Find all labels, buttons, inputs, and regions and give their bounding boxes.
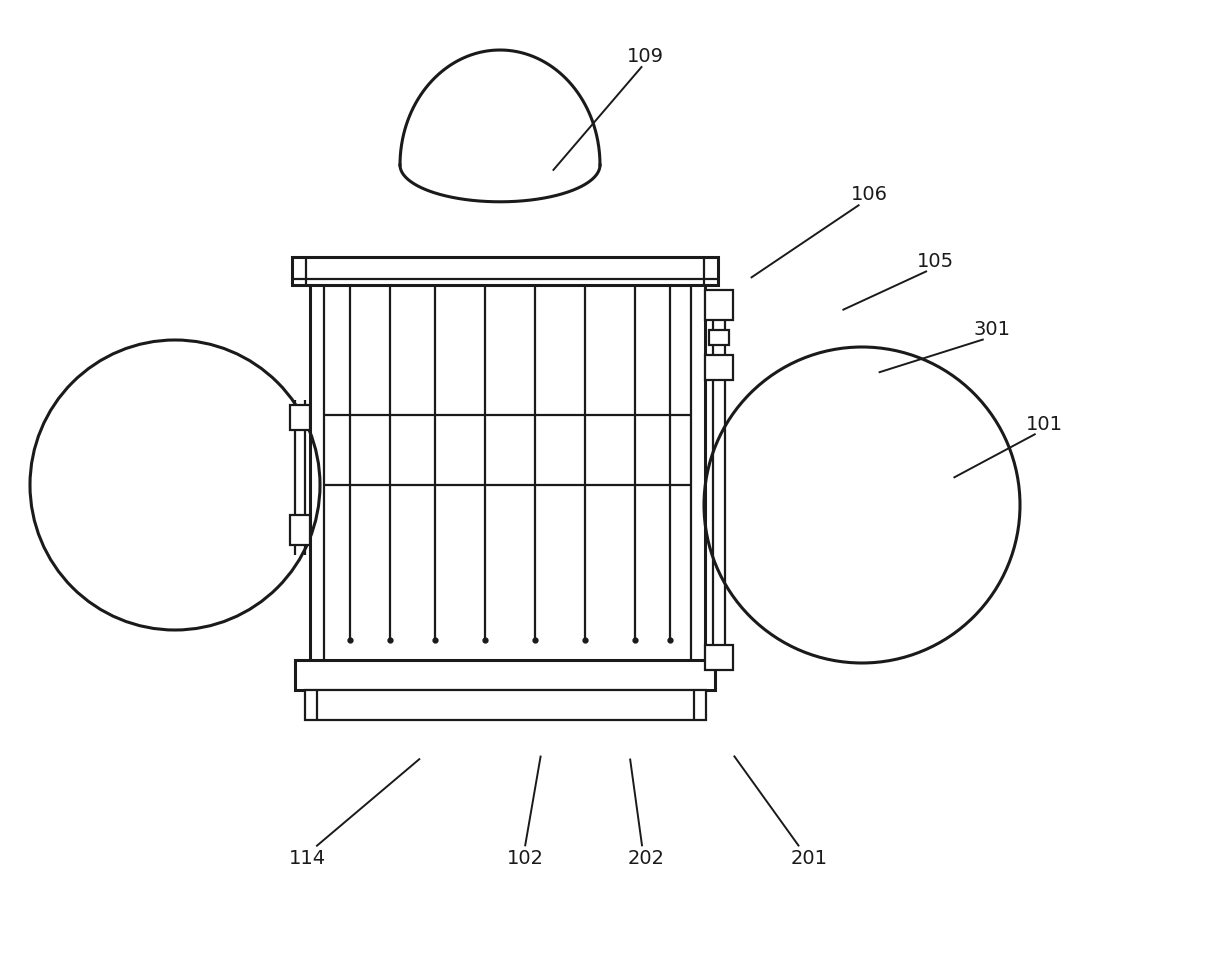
Bar <box>705 645 733 670</box>
Text: 105: 105 <box>917 252 954 271</box>
Text: 202: 202 <box>628 848 664 868</box>
Text: 106: 106 <box>851 185 887 205</box>
Bar <box>705 290 733 320</box>
Bar <box>295 660 715 690</box>
Bar <box>709 330 729 345</box>
Bar <box>290 515 310 545</box>
Bar <box>292 257 718 285</box>
Text: 101: 101 <box>1026 414 1062 434</box>
Text: 102: 102 <box>507 848 543 868</box>
Bar <box>290 405 310 430</box>
Text: 301: 301 <box>974 320 1010 339</box>
Text: 201: 201 <box>791 848 827 868</box>
Bar <box>705 355 733 380</box>
Circle shape <box>30 340 320 630</box>
Text: 109: 109 <box>628 47 664 66</box>
Bar <box>305 690 706 720</box>
Circle shape <box>704 347 1020 663</box>
Text: 114: 114 <box>290 848 326 868</box>
